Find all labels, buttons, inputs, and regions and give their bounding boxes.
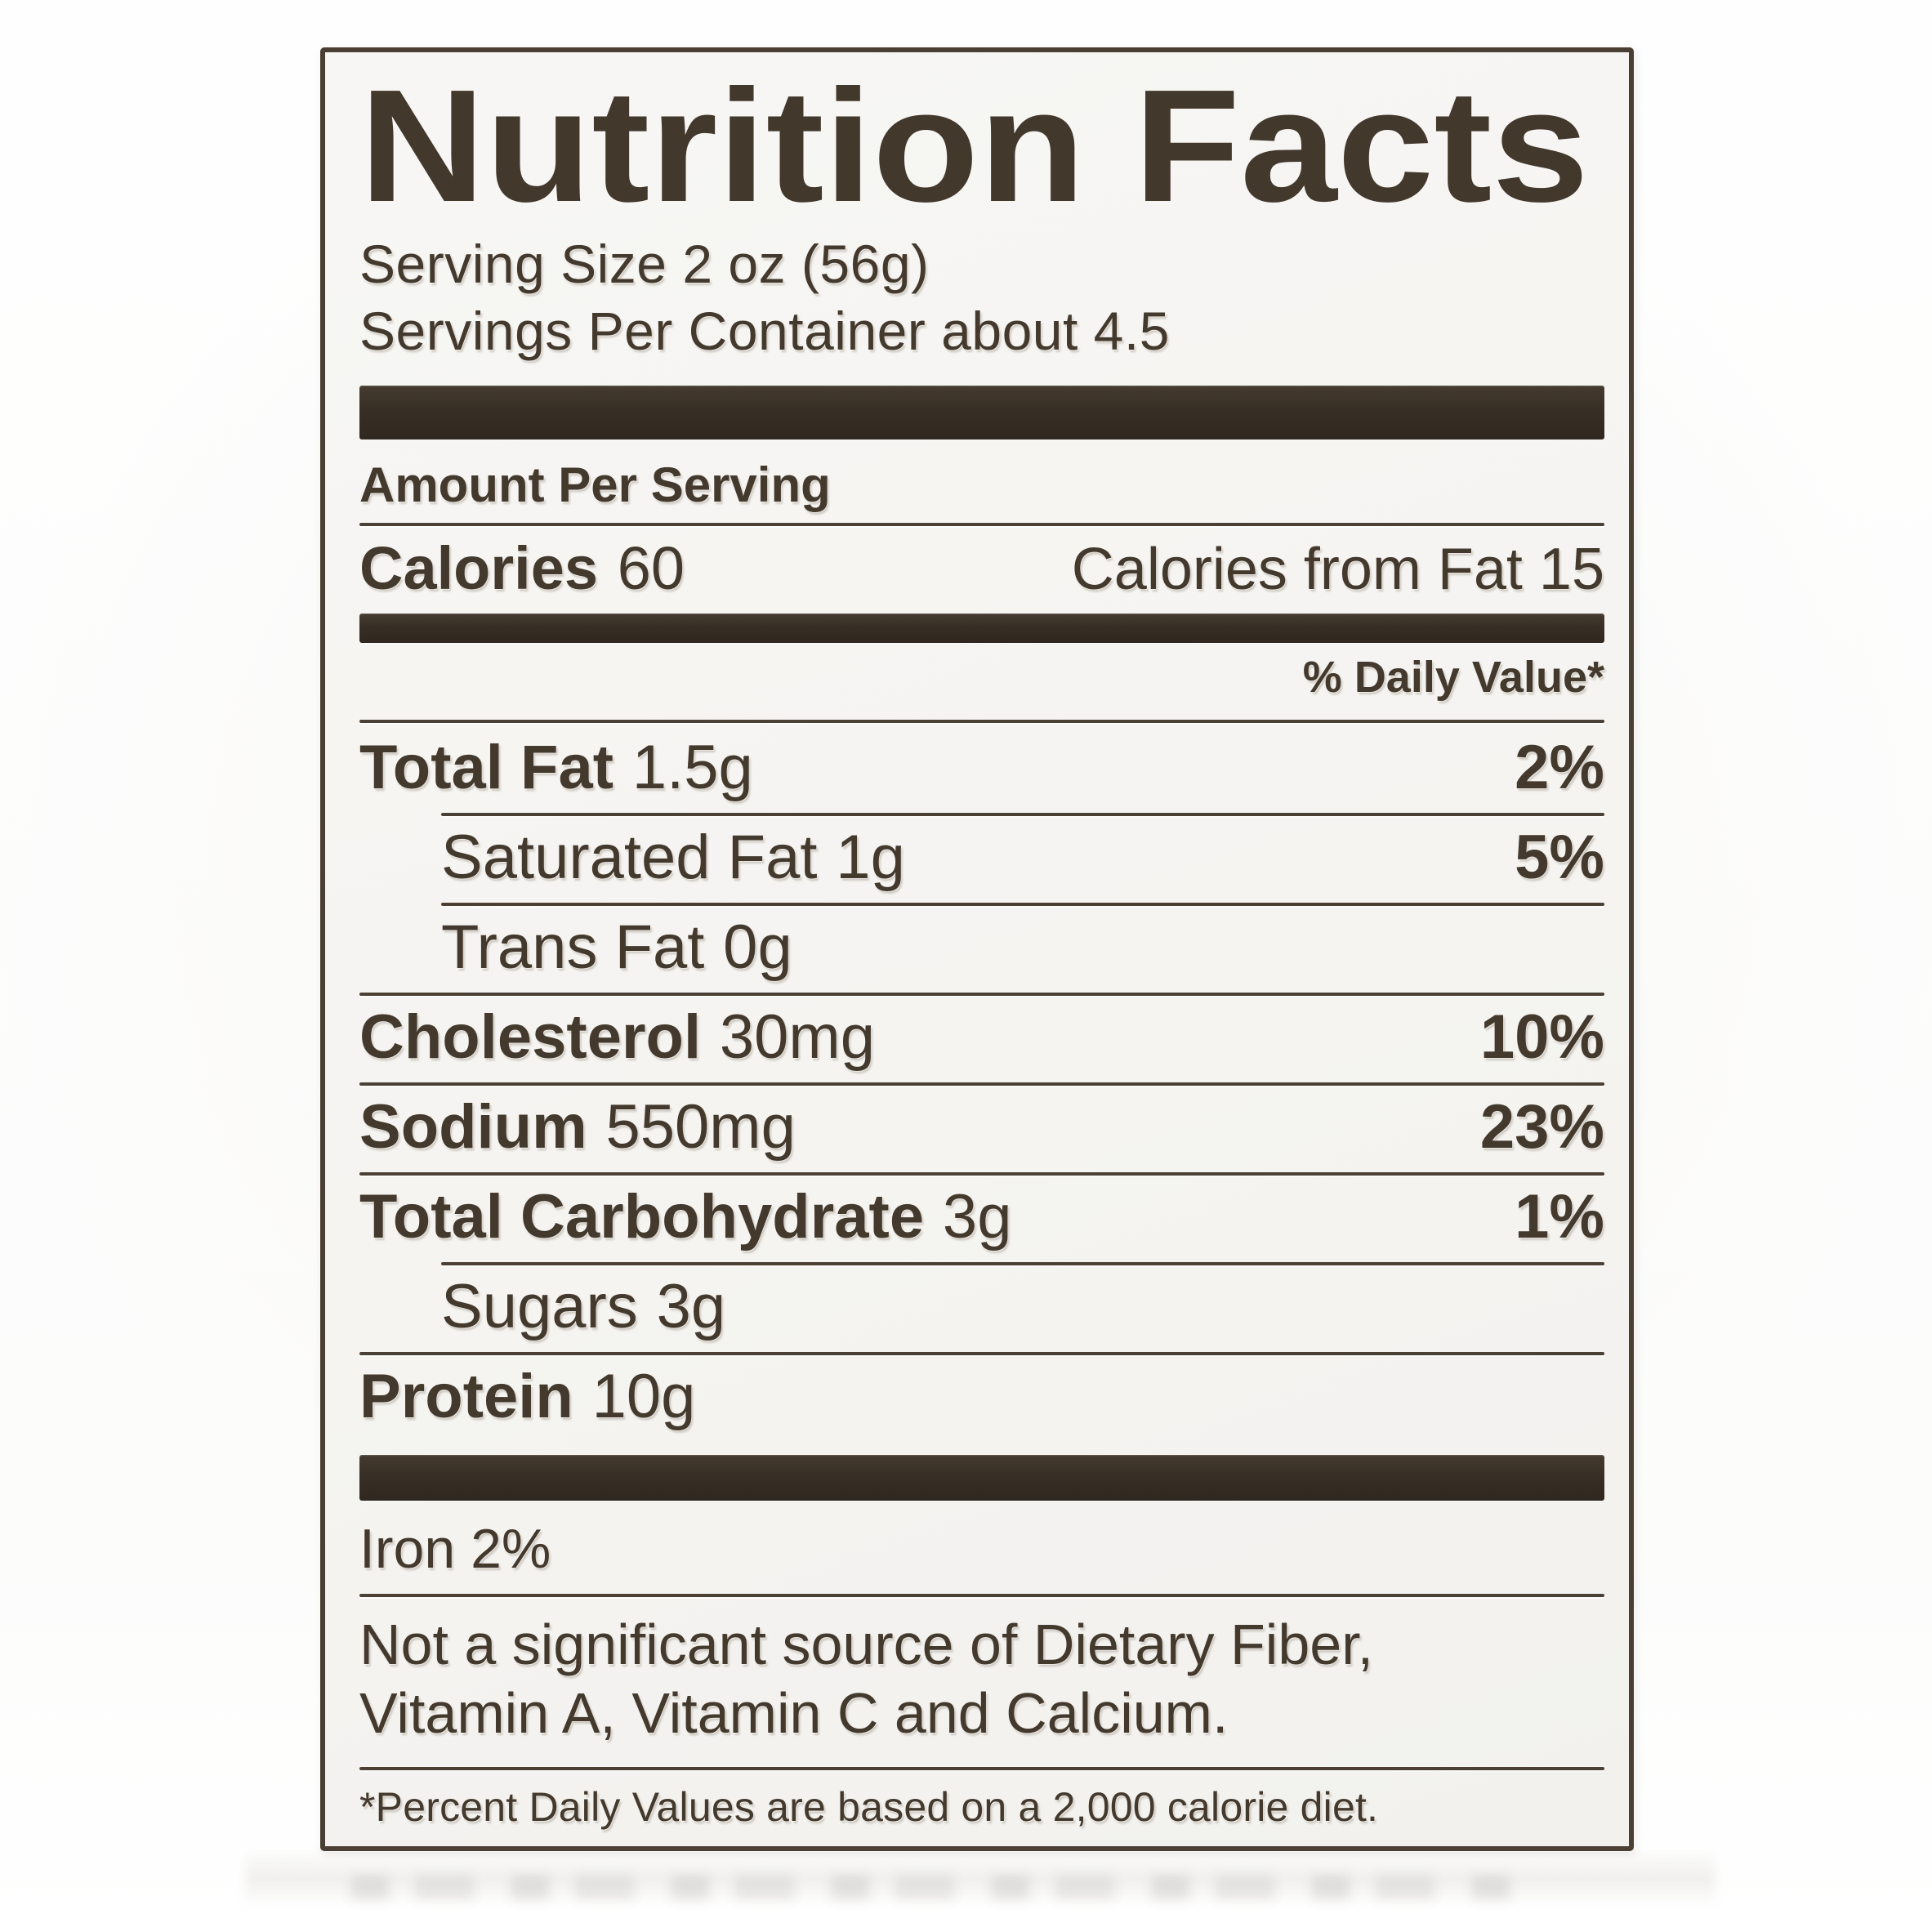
servings-per-container: Servings Per Container about 4.5	[359, 301, 1170, 361]
hairline-divider	[359, 720, 1604, 723]
nutrient-name: Sodium	[359, 1092, 587, 1162]
amount-per-serving-heading: Amount Per Serving	[359, 457, 831, 512]
nutrient-amount: 550mg	[605, 1092, 796, 1162]
nutrient-amount: 3g	[656, 1272, 726, 1341]
nutrient-daily-value: 23%	[1479, 1092, 1604, 1162]
nutrient-row-total-fat: Total Fat 1.5g 2%	[359, 723, 1604, 813]
nutrition-facts-label: Nutrition Facts Serving Size 2 oz (56g) …	[320, 47, 1634, 1851]
thick-divider-bottom	[359, 1455, 1604, 1501]
nutrient-daily-value: 5%	[1515, 823, 1604, 892]
nutrient-daily-value: 10%	[1479, 1002, 1604, 1072]
hairline-divider	[359, 1767, 1604, 1770]
daily-value-footnote: *Percent Daily Values are based on a 2,0…	[359, 1784, 1379, 1830]
nutrient-amount: 30mg	[719, 1002, 875, 1072]
nutrient-daily-value: 1%	[1515, 1182, 1604, 1252]
hairline-divider	[359, 523, 1604, 526]
calories-value: 60	[617, 534, 685, 602]
nutrient-daily-value: 2%	[1515, 733, 1604, 802]
serving-info: Serving Size 2 oz (56g) Servings Per Con…	[359, 230, 1604, 364]
nutrient-name: Cholesterol	[359, 1002, 702, 1072]
nutrient-amount: 0g	[723, 912, 792, 982]
label-title: Nutrition Facts	[359, 77, 1589, 230]
nutrient-amount: 3g	[942, 1182, 1012, 1252]
nutrient-amount: 1g	[836, 823, 905, 892]
nutrient-row-total-carbohydrate: Total Carbohydrate 3g 1%	[359, 1172, 1604, 1262]
faint-cutoff-text	[351, 1876, 1519, 1900]
nutrient-table: Total Fat 1.5g 2% Saturated Fat 1g 5% Tr…	[359, 723, 1604, 1442]
nutrient-name: Saturated Fat	[441, 823, 818, 892]
nutrient-amount: 1.5g	[631, 733, 753, 802]
hairline-divider	[359, 1594, 1604, 1597]
not-significant-line-1: Not a significant source of Dietary Fibe…	[359, 1613, 1374, 1676]
not-significant-note: Not a significant source of Dietary Fibe…	[359, 1610, 1604, 1747]
nutrient-row-sugars: Sugars 3g	[359, 1262, 1604, 1352]
nutrient-name: Trans Fat	[441, 912, 705, 982]
nutrient-name: Total Fat	[359, 733, 614, 802]
thick-divider-top	[359, 386, 1604, 439]
nutrient-name: Total Carbohydrate	[359, 1182, 925, 1252]
calories-from-fat: Calories from Fat 15	[1071, 537, 1604, 602]
nutrient-name: Protein	[359, 1362, 573, 1431]
calories-label: Calories	[359, 534, 599, 602]
nutrient-row-sodium: Sodium 550mg 23%	[359, 1082, 1604, 1172]
nutrient-amount: 10g	[591, 1362, 696, 1431]
nutrient-row-cholesterol: Cholesterol 30mg 10%	[359, 993, 1604, 1082]
iron-row: Iron 2%	[359, 1518, 551, 1580]
medium-divider	[359, 614, 1604, 643]
serving-size: Serving Size 2 oz (56g)	[359, 234, 930, 294]
not-significant-line-2: Vitamin A, Vitamin C and Calcium.	[359, 1681, 1229, 1745]
nutrient-row-protein: Protein 10g	[359, 1352, 1604, 1442]
daily-value-header: % Daily Value*	[1302, 653, 1604, 702]
bottom-shadow-band	[245, 1848, 1716, 1905]
label-title-wrap: Nutrition Facts	[359, 77, 1589, 230]
nutrient-row-trans-fat: Trans Fat 0g	[359, 903, 1604, 993]
nutrient-row-saturated-fat: Saturated Fat 1g 5%	[359, 813, 1604, 903]
calories-row: Calories 60 Calories from Fat 15	[359, 534, 1604, 604]
nutrient-name: Sugars	[441, 1272, 638, 1341]
